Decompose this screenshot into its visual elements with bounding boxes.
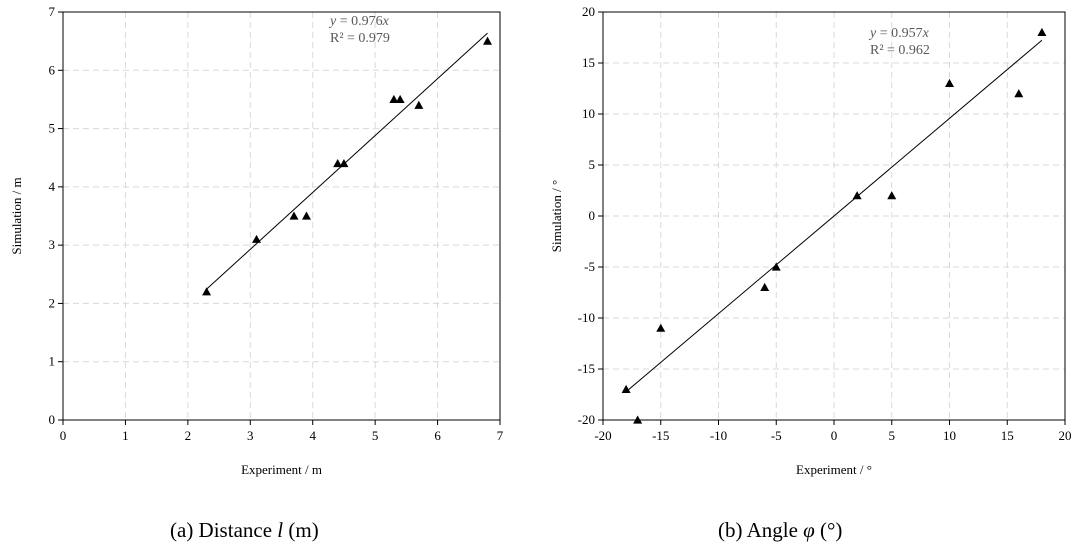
fit-line <box>625 39 1043 393</box>
data-point <box>389 94 399 104</box>
caption-a-suffix: (m) <box>283 518 319 542</box>
y-tick-label: -5 <box>584 259 595 274</box>
data-point <box>483 36 493 45</box>
caption-b-symbol: φ <box>803 518 815 542</box>
data-point <box>252 234 262 243</box>
data-point <box>621 384 631 393</box>
chart-a: 0 1 2 3 4 5 6 7 0 1 2 3 4 5 6 7 Experiment / m Simulation… <box>9 4 504 477</box>
y-axis-label: Simulation / ° <box>549 180 564 252</box>
x-tick-label: 0 <box>831 428 838 443</box>
r-squared-label: R² = 0.962 <box>870 43 930 58</box>
y-tick-label: 0 <box>49 412 56 427</box>
caption-a-symbol: l <box>277 518 284 542</box>
x-tick-label: 4 <box>309 428 316 443</box>
fit-equation: y = 0.976x <box>328 14 390 29</box>
x-axis-label: Experiment / ° <box>796 462 872 477</box>
x-tick-label: 7 <box>497 428 504 443</box>
data-point <box>1037 27 1047 36</box>
y-tick-label: -20 <box>578 412 595 427</box>
fit-line <box>206 32 488 290</box>
x-tick-label: 6 <box>434 428 441 443</box>
x-tick-label: 15 <box>1001 428 1014 443</box>
y-tick-label: -15 <box>578 361 595 376</box>
y-tick-label: 6 <box>49 62 56 77</box>
caption-a: (a) Distance l (m) <box>170 518 319 543</box>
y-tick-label: 10 <box>582 106 595 121</box>
data-point <box>339 159 349 168</box>
data-point <box>887 191 897 200</box>
x-tick-label: 3 <box>247 428 254 443</box>
fit-equation: y = 0.957x <box>868 26 930 41</box>
data-point <box>945 78 954 87</box>
y-axis-label: Simulation / m <box>9 177 24 254</box>
caption-b: (b) Angle φ (°) <box>718 518 842 543</box>
y-tick-label: 0 <box>589 208 596 223</box>
data-point <box>202 287 212 296</box>
y-tick-label: 7 <box>49 4 56 19</box>
x-tick-label: -20 <box>594 428 611 443</box>
x-tick-label: 20 <box>1059 428 1072 443</box>
x-tick-label: -5 <box>771 428 782 443</box>
data-point <box>289 211 299 220</box>
data-point <box>852 191 862 200</box>
caption-a-prefix: (a) Distance <box>170 518 278 542</box>
x-axis-label: Experiment / m <box>241 462 322 477</box>
r-squared-label: R² = 0.979 <box>330 31 390 46</box>
x-tick-label: 0 <box>60 428 67 443</box>
data-point <box>414 100 424 109</box>
x-tick-label: 2 <box>185 428 192 443</box>
y-tick-label: 3 <box>49 237 56 252</box>
y-tick-label: 4 <box>49 179 56 194</box>
data-point <box>656 323 666 332</box>
data-point <box>395 94 405 104</box>
x-tick-label: 1 <box>122 428 129 443</box>
y-tick-label: 20 <box>582 4 595 19</box>
data-point <box>301 211 311 220</box>
y-tick-label: 15 <box>582 55 595 70</box>
plot-frame <box>62 11 501 421</box>
x-tick-label: -15 <box>652 428 669 443</box>
chart-b: -20 -15 -10 -5 0 5 10 15 20 -20 -15 -10 -5 0 5 10 15 20 Ex… <box>549 4 1072 477</box>
y-tick-label: 2 <box>49 295 56 310</box>
x-tick-label: 5 <box>372 428 379 443</box>
x-tick-label: -10 <box>710 428 727 443</box>
data-point <box>771 262 781 271</box>
data-point <box>1014 89 1024 98</box>
caption-b-prefix: (b) Angle <box>718 518 804 542</box>
y-tick-label: 5 <box>49 121 56 136</box>
y-tick-label: 1 <box>49 354 56 369</box>
y-tick-label: -10 <box>578 310 595 325</box>
caption-b-suffix: (°) <box>814 518 843 542</box>
data-point <box>333 159 343 168</box>
data-point <box>633 415 643 424</box>
x-tick-label: 5 <box>889 428 896 443</box>
data-point <box>760 282 770 291</box>
x-tick-label: 10 <box>943 428 956 443</box>
y-tick-label: 5 <box>589 157 596 172</box>
